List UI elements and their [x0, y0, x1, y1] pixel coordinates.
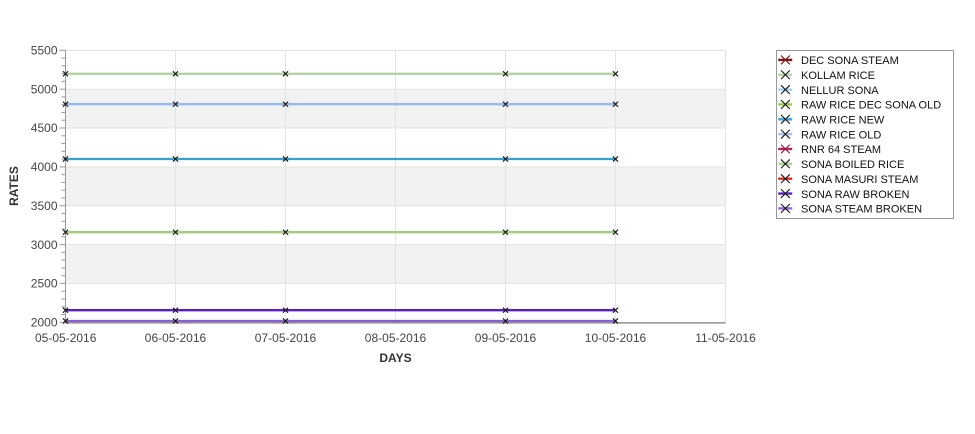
svg-text:RAW RICE DEC SONA OLD: RAW RICE DEC SONA OLD	[801, 100, 941, 112]
svg-text:05-05-2016: 05-05-2016	[35, 331, 97, 345]
svg-text:2000: 2000	[31, 316, 58, 330]
svg-text:KOLLAM RICE: KOLLAM RICE	[801, 70, 875, 82]
svg-text:4000: 4000	[31, 160, 58, 174]
svg-text:11-05-2016: 11-05-2016	[695, 331, 756, 345]
svg-text:08-05-2016: 08-05-2016	[365, 331, 427, 345]
svg-text:RAW RICE OLD: RAW RICE OLD	[801, 129, 881, 141]
svg-text:06-05-2016: 06-05-2016	[145, 331, 207, 345]
svg-text:2500: 2500	[31, 277, 58, 291]
svg-text:10-05-2016: 10-05-2016	[585, 331, 647, 345]
svg-text:NELLUR SONA: NELLUR SONA	[801, 85, 879, 97]
svg-text:DEC SONA STEAM: DEC SONA STEAM	[801, 55, 899, 67]
svg-text:3000: 3000	[31, 238, 58, 252]
svg-text:5500: 5500	[31, 44, 58, 58]
svg-text:4500: 4500	[31, 121, 58, 135]
svg-text:5000: 5000	[31, 82, 58, 96]
svg-text:SONA MASURI STEAM: SONA MASURI STEAM	[801, 174, 918, 186]
svg-text:3500: 3500	[31, 199, 58, 213]
svg-text:RNR 64 STEAM: RNR 64 STEAM	[801, 144, 881, 156]
svg-text:RAW RICE NEW: RAW RICE NEW	[801, 115, 885, 127]
svg-text:RATES: RATES	[7, 166, 21, 206]
svg-text:SONA RAW BROKEN: SONA RAW BROKEN	[801, 189, 909, 201]
svg-text:DAYS: DAYS	[379, 351, 411, 365]
svg-text:07-05-2016: 07-05-2016	[255, 331, 317, 345]
svg-text:SONA BOILED RICE: SONA BOILED RICE	[801, 159, 904, 171]
svg-text:SONA STEAM BROKEN: SONA STEAM BROKEN	[801, 204, 922, 216]
svg-text:09-05-2016: 09-05-2016	[475, 331, 537, 345]
